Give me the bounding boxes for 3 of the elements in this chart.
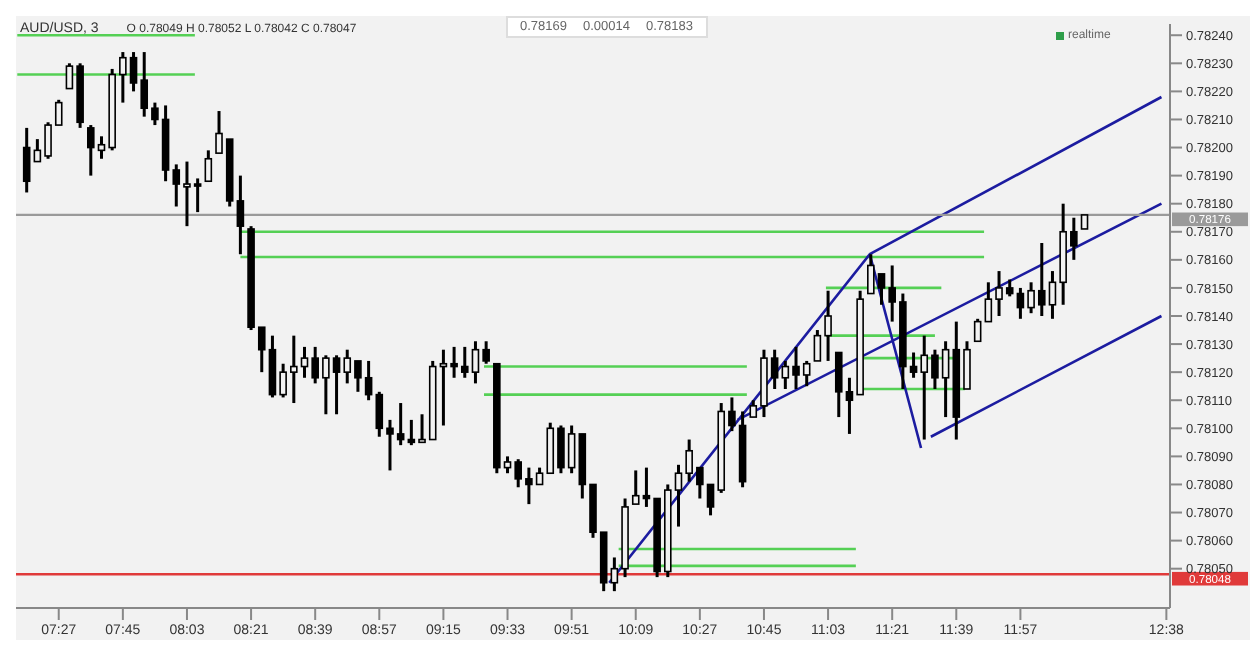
candlestick xyxy=(22,126,31,194)
candlestick xyxy=(204,148,213,183)
candlestick xyxy=(973,317,982,343)
